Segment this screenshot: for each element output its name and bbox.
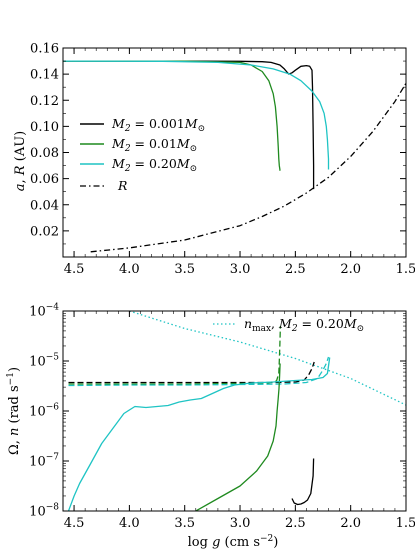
- x-tick-label: 2.0: [340, 262, 361, 277]
- bottom-legend: nmax, M2 = 0.20M⊙: [213, 316, 364, 334]
- series-line: [291, 458, 315, 506]
- series-line: [63, 60, 281, 171]
- x-tick-label: 3.5: [174, 262, 195, 277]
- top-legend: M2 = 0.001M⊙ M2 = 0.01M⊙ M2 = 0.20M⊙ R: [80, 116, 205, 193]
- y-tick-label: 0.12: [30, 94, 59, 109]
- legend-label: M2 = 0.01M⊙: [111, 136, 197, 154]
- series-line: [68, 325, 282, 385]
- x-tick-label: 3.0: [230, 262, 251, 277]
- y-tick-label: 0.10: [30, 120, 59, 135]
- series-line: [63, 60, 330, 170]
- y-tick-label: 0.06: [30, 172, 59, 187]
- series-line: [195, 363, 281, 511]
- y-tick-label: 10−4: [29, 303, 59, 320]
- series-line: [129, 311, 406, 406]
- series-line: [68, 356, 330, 387]
- x-tick-label: 2.0: [340, 516, 361, 531]
- series-group: [63, 60, 406, 253]
- bottom-y-axis-label: Ω, n (rad s−1): [6, 367, 22, 455]
- x-tick-label: 4.5: [64, 516, 85, 531]
- y-tick-label: 0.04: [30, 198, 59, 213]
- bottom-x-axis-label: log g (cm s−2): [188, 534, 279, 550]
- y-tick-label: 0.08: [30, 146, 59, 161]
- y-tick-label: 10−5: [29, 353, 59, 370]
- series-group: [67, 311, 406, 511]
- top-y-axis-label: a, R (AU): [13, 131, 28, 191]
- series-line: [63, 60, 315, 190]
- top-panel: 4.5 4.0 3.5 3.0 2.5 2.0 1.5 0.02 0.04 0.06 0.08 0.1…: [30, 42, 415, 278]
- x-tick-label: 4.0: [119, 262, 140, 277]
- x-tick-label: 4.0: [119, 516, 140, 531]
- bottom-panel: 4.5 4.0 3.5 3.0 2.5 2.0 1.5 10−8 10−7 10−6 10−5 10−…: [29, 303, 415, 532]
- legend-label: M2 = 0.20M⊙: [111, 156, 197, 174]
- series-line: [68, 361, 315, 384]
- x-tick-label: 1.5: [396, 516, 415, 531]
- legend-label: M2 = 0.001M⊙: [111, 116, 205, 134]
- x-tick-label: 4.5: [64, 262, 85, 277]
- y-tick-label: 0.16: [30, 42, 59, 57]
- series-line: [67, 357, 331, 511]
- x-tick-label: 1.5: [396, 262, 415, 277]
- y-tick-label: 10−7: [29, 453, 59, 470]
- y-tick-label: 10−6: [29, 403, 59, 420]
- series-line: [90, 82, 406, 253]
- y-tick-label: 0.02: [30, 224, 59, 239]
- y-tick-label: 10−8: [29, 503, 59, 520]
- x-tick-label: 2.5: [285, 516, 306, 531]
- x-tick-label: 2.5: [285, 262, 306, 277]
- x-tick-label: 3.0: [230, 516, 251, 531]
- y-tick-label: 0.14: [30, 68, 59, 83]
- x-tick-label: 3.5: [174, 516, 195, 531]
- legend-label: nmax, M2 = 0.20M⊙: [244, 316, 364, 334]
- legend-label: R: [117, 178, 127, 193]
